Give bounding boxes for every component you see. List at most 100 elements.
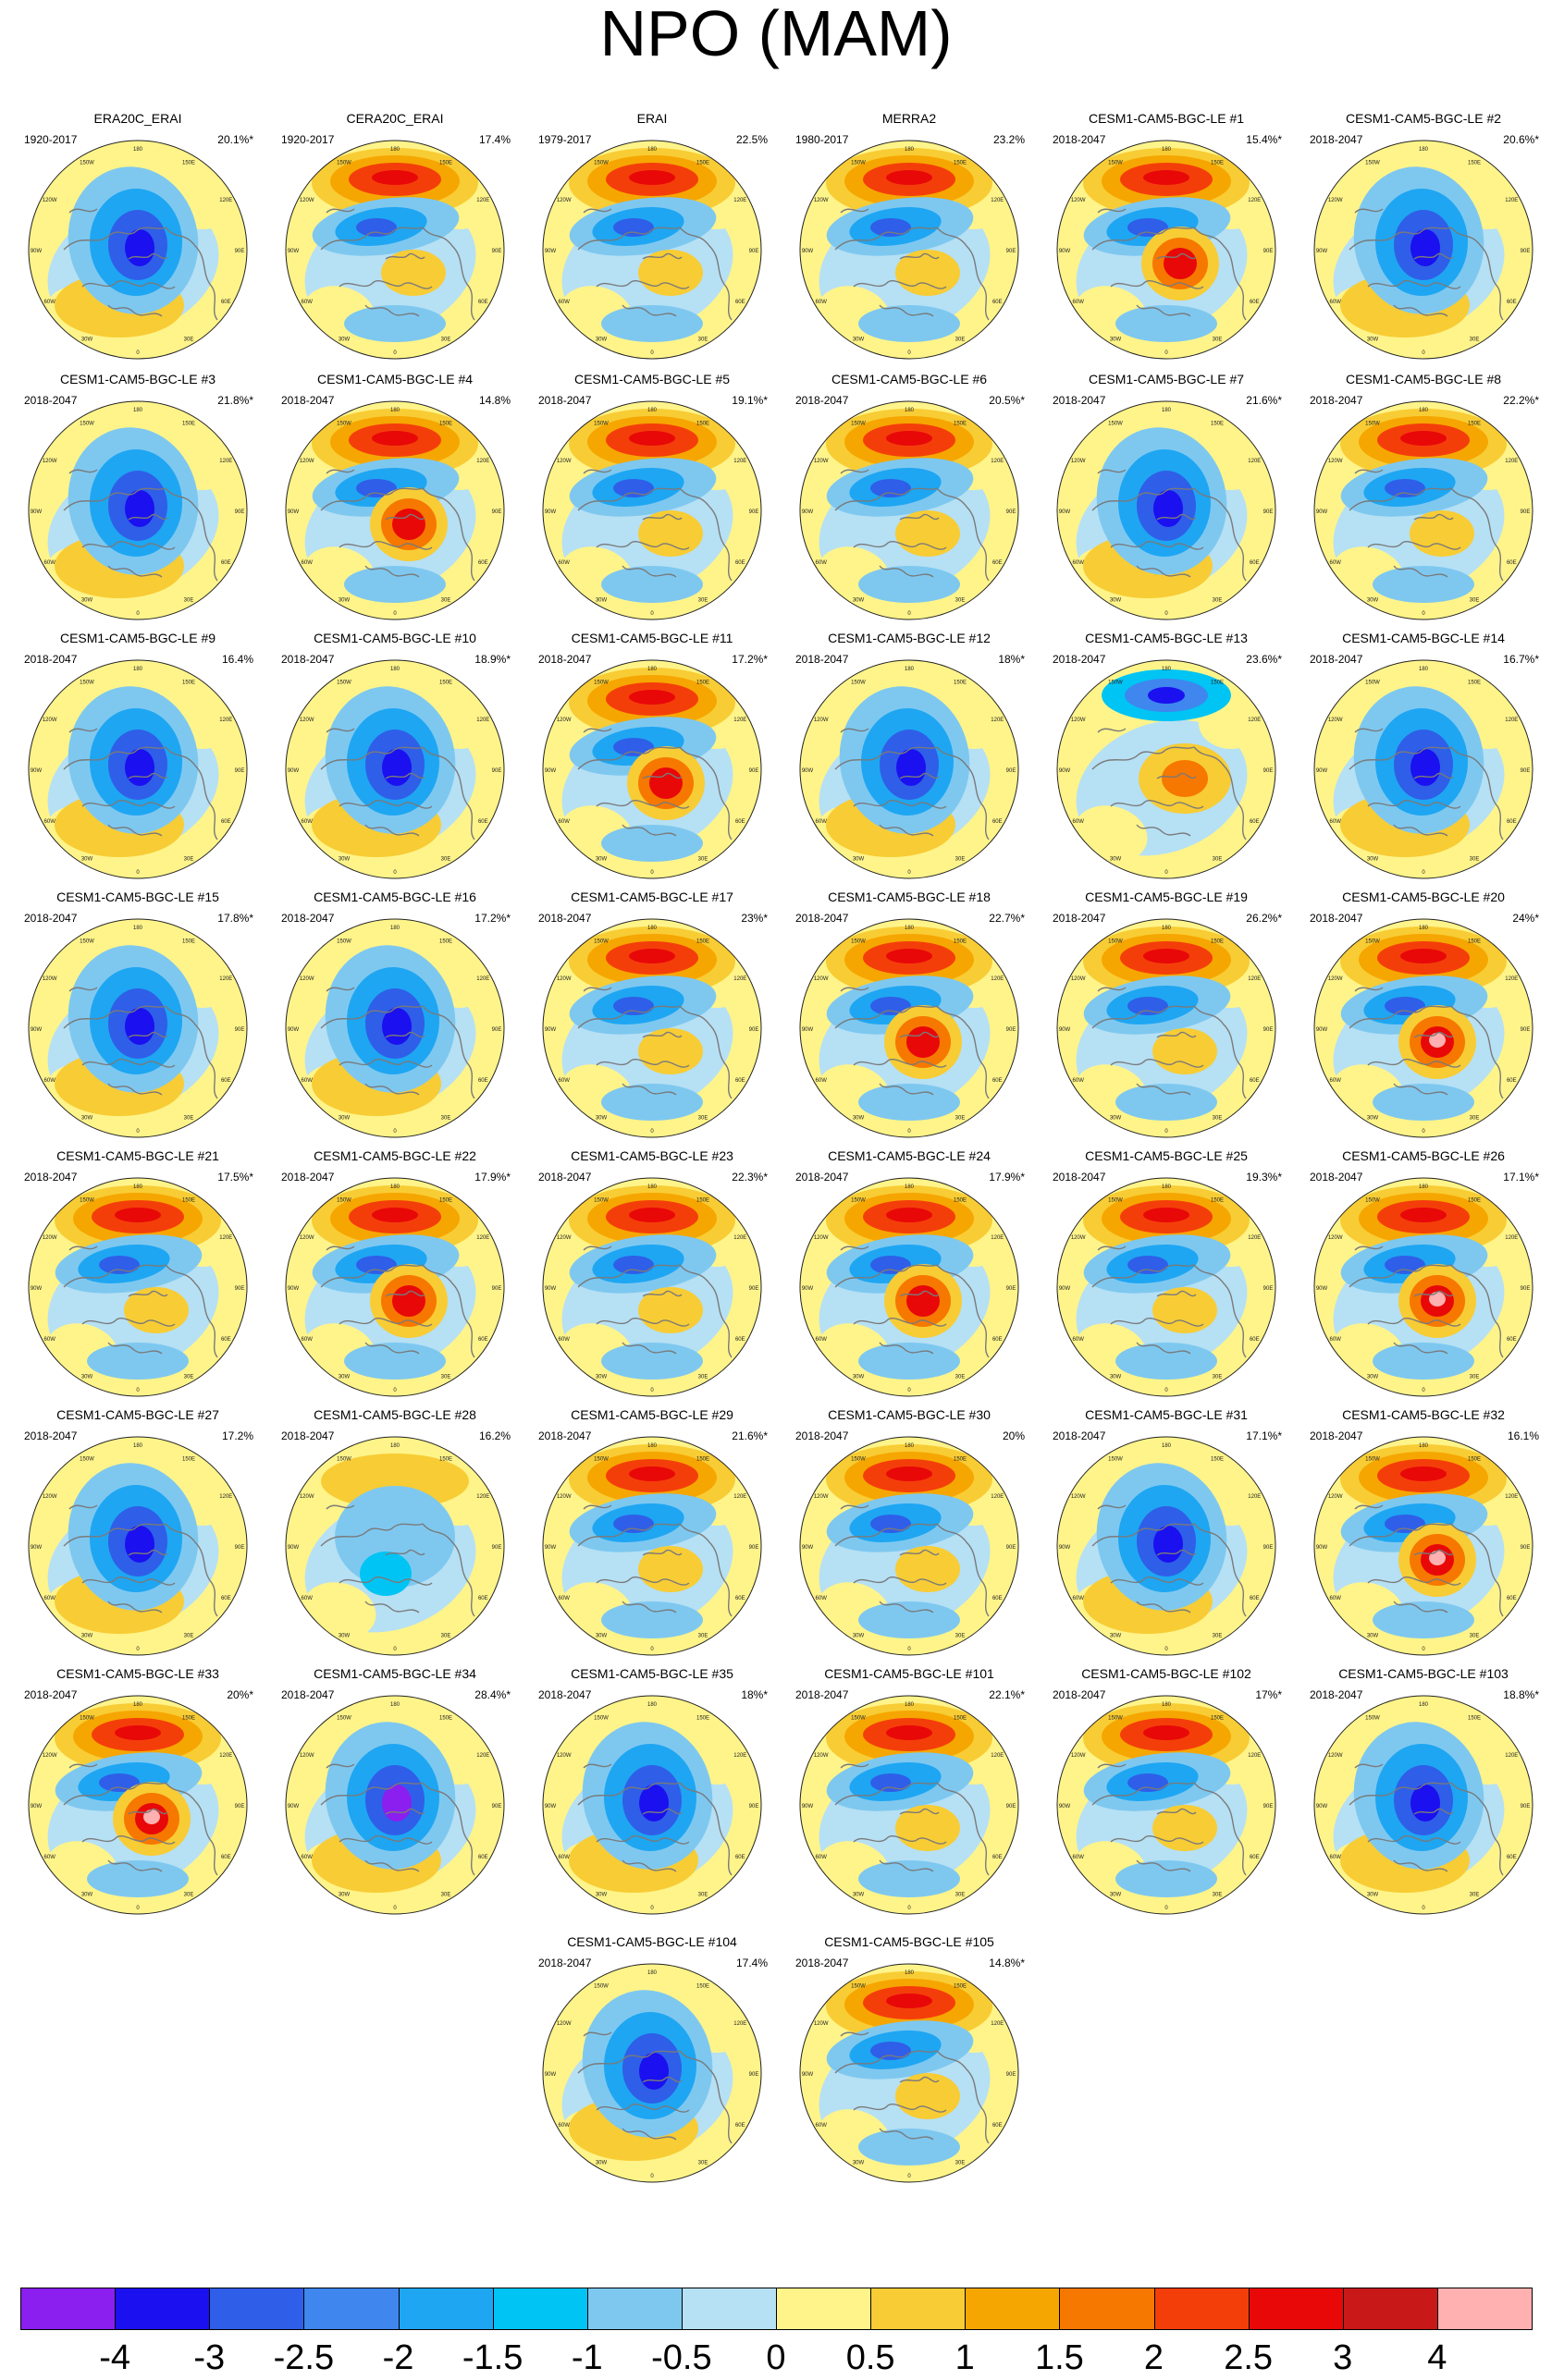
longitude-label: 0 [650, 1906, 654, 1911]
coastline [385, 1290, 425, 1297]
coastline [840, 1245, 869, 1251]
longitude-label: 150W [851, 1716, 866, 1722]
coastline [1367, 800, 1461, 809]
panel-title: CESM1-CAM5-BGC-LE #101 [824, 1666, 994, 1681]
polar-map: 180 150E 120E 90E 60E 30E 0 30W 60W 90W 120W 150W [285, 659, 505, 879]
longitude-label: 90E [749, 768, 759, 774]
colorbar-swatch [1342, 2288, 1438, 2330]
panel-title: ERA20C_ERAI [93, 111, 182, 126]
longitude-label: 90E [1263, 1804, 1274, 1810]
longitude-label: 120W [300, 1494, 314, 1500]
coastline [936, 2050, 990, 2144]
longitude-label: 180 [905, 1443, 915, 1449]
longitude-label: 150W [1108, 422, 1123, 427]
longitude-label: 150W [1365, 1198, 1380, 1204]
longitude-label: 90E [749, 2072, 759, 2078]
coastline [834, 1005, 938, 1029]
longitude-label: 30E [441, 1374, 451, 1380]
panel-title: CESM1-CAM5-BGC-LE #6 [831, 372, 988, 386]
longitude-label: 60W [1330, 819, 1342, 825]
longitude-label: 120W [557, 1494, 572, 1500]
coastline [899, 252, 940, 260]
polar-map: 180 150E 120E 90E 60E 30E 0 30W 60W 90W 120W 150W [542, 1436, 762, 1656]
coastline [320, 1523, 424, 1547]
coastline [1091, 1264, 1195, 1288]
colorbar-tick-label: -1 [571, 2338, 603, 2377]
polar-map: 180 150E 120E 90E 60E 30E 0 30W 60W 90W 120W 150W [799, 1963, 1019, 2183]
coastline [339, 1059, 433, 1068]
coastline [679, 1782, 733, 1876]
panel-variance: 16.1% [1507, 1429, 1539, 1442]
coastline [1450, 746, 1504, 840]
panel-period: 2018-2047 [795, 394, 849, 407]
longitude-label: 0 [1422, 611, 1425, 617]
longitude-label: 150W [80, 681, 94, 686]
map-boundary [1313, 1177, 1534, 1397]
high-anomaly-core [629, 170, 675, 185]
panel-period: 2018-2047 [795, 912, 849, 925]
panel-variance: 17.9%* [989, 1171, 1025, 1184]
longitude-label: 30W [853, 856, 865, 862]
longitude-label: 90E [749, 1545, 759, 1551]
coastline [642, 1808, 683, 1815]
low-anomaly-core [99, 1256, 140, 1274]
map-panel: CESM1-CAM5-BGC-LE #9 2018-2047 16.4% 180 150… [17, 631, 259, 879]
low-anomaly-core [613, 479, 654, 497]
map-panel: ERAI 1979-2017 22.5% 180 150E 120E 90E 60E 30E 0 3… [531, 111, 773, 360]
map-boundary [1313, 140, 1534, 360]
longitude-label: 30W [81, 856, 93, 862]
panel-title: CESM1-CAM5-BGC-LE #13 [1085, 631, 1248, 645]
longitude-label: 0 [907, 1906, 911, 1911]
longitude-label: 60W [302, 300, 314, 305]
coastline [583, 469, 612, 474]
coastline [840, 1763, 869, 1769]
low-anomaly-contour [858, 1860, 960, 1897]
coastline [853, 1059, 947, 1068]
longitude-label: 30E [1213, 856, 1223, 862]
longitude-label: 60E [1250, 1855, 1260, 1860]
high-anomaly-contour [638, 510, 703, 557]
panel-period: 2018-2047 [1310, 1171, 1363, 1184]
high-anomaly-core [1143, 949, 1189, 963]
longitude-label: 120W [43, 976, 57, 982]
low-anomaly-core [1385, 479, 1425, 497]
longitude-label: 30W [81, 1633, 93, 1638]
map-panel: CESM1-CAM5-BGC-LE #34 2018-2047 28.4%* 180 1… [274, 1666, 516, 1915]
coastline [63, 1782, 166, 1806]
coastline [107, 1342, 163, 1355]
longitude-label: 60W [559, 819, 571, 825]
panel-variance: 26.2%* [1246, 912, 1282, 925]
longitude-label: 150W [594, 681, 609, 686]
longitude-label: 180 [1419, 1443, 1429, 1449]
polar-map: 180 150E 120E 90E 60E 30E 0 30W 60W 90W 120W 150W [285, 400, 505, 620]
longitude-label: 120W [557, 2021, 572, 2027]
longitude-label: 150W [1365, 1716, 1380, 1722]
map-panel: CESM1-CAM5-BGC-LE #18 2018-2047 22.7%* 180 1… [788, 889, 1030, 1138]
low-anomaly-core [870, 479, 911, 497]
map-boundary [28, 1695, 248, 1915]
longitude-label: 90W [1316, 1027, 1328, 1033]
longitude-label: 60E [735, 819, 745, 825]
coastline [596, 2104, 690, 2113]
coastline [834, 1782, 938, 1806]
longitude-label: 30E [698, 1115, 708, 1121]
coastline [583, 1245, 612, 1251]
longitude-label: 60E [992, 1337, 1003, 1343]
longitude-label: 150W [1108, 1716, 1123, 1722]
longitude-label: 0 [136, 1388, 140, 1393]
panel-period: 2018-2047 [1053, 653, 1106, 666]
map-panel: ERA20C_ERAI 1920-2017 20.1%* 180 150E 120E 90E… [17, 111, 259, 360]
longitude-label: 150E [954, 422, 967, 427]
coastline [1354, 987, 1384, 992]
coastline [165, 227, 218, 321]
coastline [1450, 1523, 1504, 1617]
longitude-label: 60W [559, 1596, 571, 1601]
longitude-label: 30E [698, 1374, 708, 1380]
panel-variance: 18%* [998, 653, 1025, 666]
longitude-label: 30E [1470, 1374, 1480, 1380]
panel-title: CESM1-CAM5-BGC-LE #17 [571, 889, 733, 904]
panel-title: CESM1-CAM5-BGC-LE #10 [314, 631, 476, 645]
longitude-label: 120W [1328, 976, 1343, 982]
longitude-label: 60W [559, 300, 571, 305]
longitude-label: 150W [80, 161, 94, 166]
